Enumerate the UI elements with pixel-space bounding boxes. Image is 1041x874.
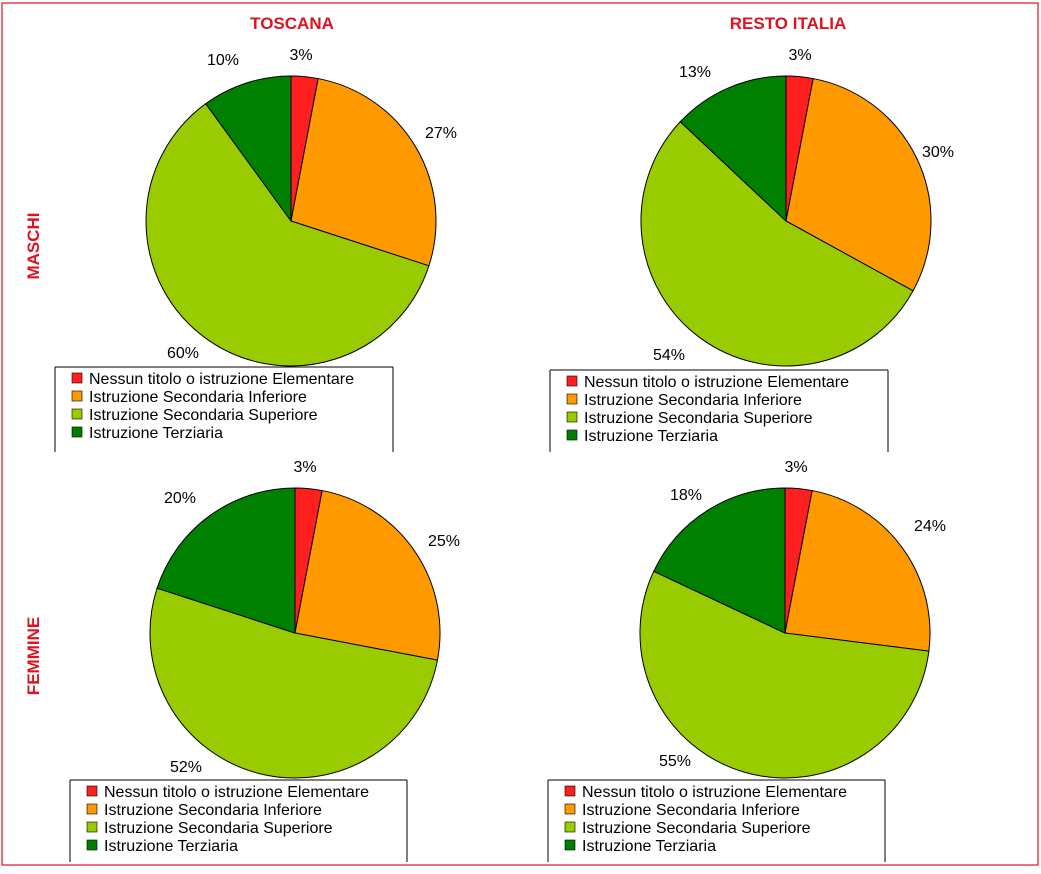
- legend-item-label: Istruzione Secondaria Inferiore: [104, 802, 322, 819]
- legend-item-label: Istruzione Secondaria Inferiore: [582, 802, 800, 819]
- legend-swatch: [86, 839, 98, 851]
- legend-swatch: [564, 821, 576, 833]
- legend: Nessun titolo o istruzione ElementareIst…: [54, 366, 394, 452]
- legend-swatch: [564, 839, 576, 851]
- legend-item-label: Istruzione Secondaria Inferiore: [89, 389, 307, 406]
- legend: Nessun titolo o istruzione ElementareIst…: [69, 779, 408, 862]
- legend-swatch: [566, 429, 578, 441]
- column-heading-resto-italia: RESTO ITALIA: [730, 14, 847, 33]
- legend-swatch: [86, 821, 98, 833]
- pie-value-label: 20%: [164, 490, 196, 507]
- legend-swatch: [71, 408, 83, 420]
- pie-slice-4: [205, 75, 292, 223]
- pie-slice-4: [156, 487, 296, 634]
- pie-value-label: 60%: [167, 345, 199, 362]
- legend-swatch: [71, 426, 83, 438]
- legend-swatch: [566, 411, 578, 423]
- pie-chart-2: 3% 30% 54% 13% Nessun titolo o istruzione El…: [549, 47, 954, 452]
- pie-chart-3: 3% 25% 52% 20% Nessun titolo o istruzione El…: [69, 459, 460, 862]
- legend-swatch: [86, 803, 98, 815]
- legend-item-label: Istruzione Terziaria: [104, 838, 238, 855]
- legend: Nessun titolo o istruzione ElementareIst…: [549, 369, 889, 452]
- legend-swatch: [566, 393, 578, 405]
- pie-chart-1: 3% 27% 60% 10% Nessun titolo o istruzione El…: [54, 47, 457, 452]
- pie-value-label: 27%: [425, 125, 457, 142]
- legend: Nessun titolo o istruzione ElementareIst…: [547, 779, 886, 862]
- pie-slice-2: [785, 77, 932, 292]
- pie-value-label: 10%: [207, 52, 239, 69]
- pie-value-label: 54%: [653, 347, 685, 364]
- legend-item-label: Istruzione Terziaria: [89, 425, 223, 442]
- pie-value-label: 18%: [670, 487, 702, 504]
- pie-slice-2: [290, 77, 437, 267]
- legend-swatch: [86, 785, 98, 797]
- legend-item-label: Istruzione Terziaria: [584, 428, 718, 445]
- legend-swatch: [564, 803, 576, 815]
- pie-value-label: 3%: [784, 459, 807, 476]
- legend-item-label: Nessun titolo o istruzione Elementare: [582, 784, 847, 801]
- pie-slice-3: [145, 102, 430, 367]
- pie-slice-3: [639, 570, 930, 779]
- legend-swatch: [564, 785, 576, 797]
- pie-slice-2: [784, 489, 931, 652]
- row-heading-maschi: MASCHI: [24, 212, 43, 279]
- pie-slice-2: [294, 489, 441, 661]
- legend-item-label: Istruzione Secondaria Superiore: [104, 820, 333, 837]
- row-heading-femmine: FEMMINE: [24, 617, 43, 695]
- pie-charts-group: 3% 27% 60% 10% Nessun titolo o istruzione El…: [54, 47, 954, 862]
- legend-item-label: Istruzione Secondaria Superiore: [584, 410, 813, 427]
- pie-value-label: 13%: [679, 64, 711, 81]
- pie-value-label: 25%: [428, 533, 460, 550]
- column-heading-toscana: TOSCANA: [250, 14, 334, 33]
- pie-value-label: 30%: [922, 144, 954, 161]
- legend-item-label: Istruzione Secondaria Superiore: [582, 820, 811, 837]
- legend-item-label: Nessun titolo o istruzione Elementare: [89, 371, 354, 388]
- legend-swatch: [71, 372, 83, 384]
- pie-chart-4: 3% 24% 55% 18% Nessun titolo o istruzione El…: [547, 459, 946, 862]
- pie-slice-4: [679, 75, 787, 223]
- pie-slice-3: [149, 587, 439, 779]
- pie-value-label: 52%: [170, 759, 202, 776]
- pie-value-label: 3%: [293, 459, 316, 476]
- legend-swatch: [566, 375, 578, 387]
- legend-item-label: Istruzione Secondaria Inferiore: [584, 392, 802, 409]
- pie-slice-4: [653, 487, 786, 634]
- legend-item-label: Nessun titolo o istruzione Elementare: [584, 374, 849, 391]
- legend-item-label: Nessun titolo o istruzione Elementare: [104, 784, 369, 801]
- pie-value-label: 3%: [289, 47, 312, 64]
- legend-swatch: [71, 390, 83, 402]
- legend-item-label: Istruzione Terziaria: [582, 838, 716, 855]
- legend-item-label: Istruzione Secondaria Superiore: [89, 407, 318, 424]
- pie-value-label: 3%: [788, 47, 811, 64]
- pie-value-label: 24%: [914, 518, 946, 535]
- pie-value-label: 55%: [659, 753, 691, 770]
- pie-slice-3: [640, 121, 914, 367]
